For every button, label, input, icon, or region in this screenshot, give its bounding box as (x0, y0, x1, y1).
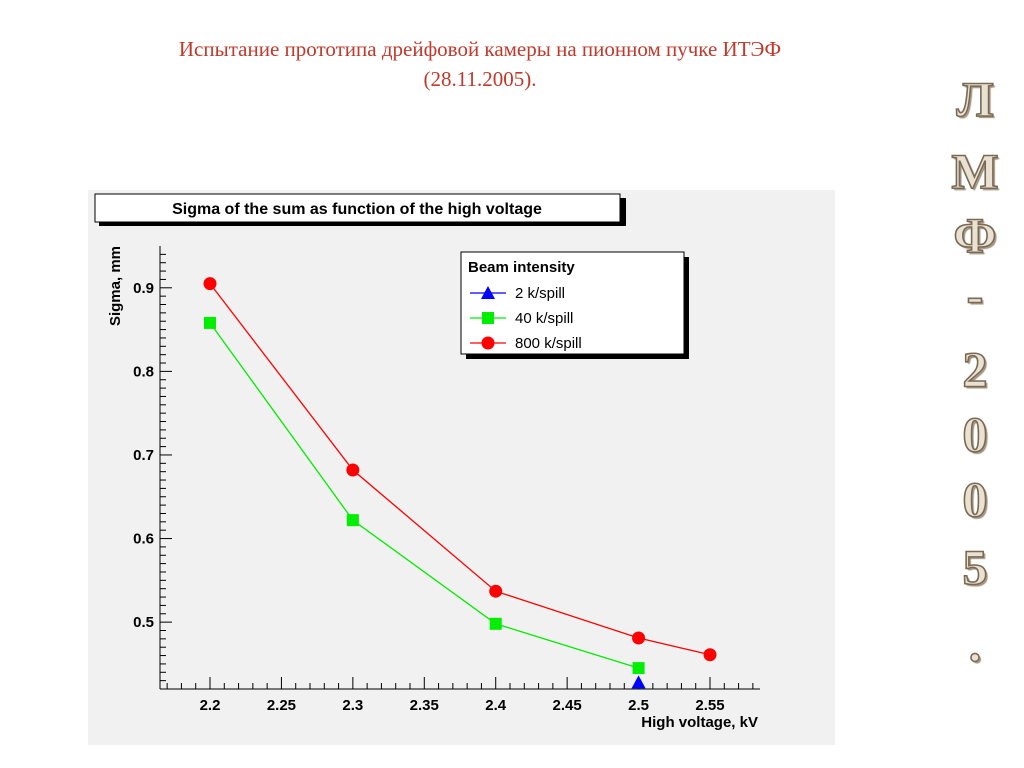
side-char-5: 2 (962, 340, 989, 398)
slide-title: Испытание прототипа дрейфовой камеры на … (178, 37, 782, 61)
y-axis-label: Sigma, mm (107, 246, 124, 326)
legend-marker-2k (481, 286, 495, 299)
point-40k-spill-2.3 (346, 514, 359, 527)
side-char-6: 0 (962, 405, 989, 463)
side-char-1: Л (956, 70, 995, 128)
chart-panel: Sigma of the sum as function of the high… (88, 190, 835, 745)
x-tick-label: 2.25 (267, 697, 296, 714)
point-40k-spill-2.2 (204, 316, 216, 329)
legend-label-2k: 2 k/spill (515, 285, 565, 302)
legend: Beam intensity 2 k/spill 40 k/spill 800 … (460, 251, 689, 359)
y-tick-label: 0.6 (133, 531, 154, 548)
legend-title: Beam intensity (468, 259, 575, 276)
side-char-4: - (966, 266, 984, 324)
point-40k-spill-2.4 (489, 617, 502, 630)
y-tick-label: 0.7 (133, 447, 154, 464)
x-tick-label: 2.55 (695, 697, 724, 714)
x-tick-label: 2.4 (485, 697, 507, 714)
x-tick-label: 2.45 (553, 697, 582, 714)
legend-marker-800k (481, 336, 495, 350)
x-tick-label: 2.35 (410, 697, 439, 714)
y-tick-label: 0.8 (133, 363, 154, 380)
side-char-2: М (951, 142, 1000, 200)
point-800k-spill-2.3 (346, 463, 360, 477)
point-800k-spill-2.5 (632, 631, 646, 645)
series-line-40k-spill (209, 322, 639, 669)
x-axis-label: High voltage, kV (641, 714, 758, 731)
x-tick-label: 2.5 (628, 697, 649, 714)
chart-title-box (94, 193, 621, 223)
legend-marker-40k (482, 312, 494, 324)
side-char-9: . (968, 615, 982, 673)
slide-title-date: (28.11.2005). (423, 67, 537, 91)
point-40k-spill-2.5 (632, 662, 645, 675)
y-minor-ticks (160, 253, 166, 682)
point-800k-spill-2.55 (703, 648, 717, 662)
point-800k-spill-2.4 (489, 584, 503, 598)
x-minor-ticks (166, 683, 754, 689)
side-char-3: Ф (953, 206, 998, 264)
side-char-8: 5 (962, 538, 989, 596)
legend-box (460, 251, 685, 355)
chart-title: Sigma of the sum as function of the high… (172, 201, 542, 218)
legend-label-40k: 40 k/spill (515, 310, 573, 327)
point-2k-spill-2.5 (631, 675, 646, 689)
side-char-7: 0 (962, 470, 989, 528)
point-800k-spill-2.2 (203, 277, 217, 291)
y-tick-label: 0.9 (133, 280, 154, 297)
y-tick-label: 0.5 (133, 614, 154, 631)
legend-label-800k: 800 k/spill (515, 335, 582, 352)
sigma-chart: Sigma of the sum as function of the high… (94, 193, 760, 731)
x-tick-label: 2.2 (200, 697, 221, 714)
x-tick-label: 2.3 (342, 697, 363, 714)
